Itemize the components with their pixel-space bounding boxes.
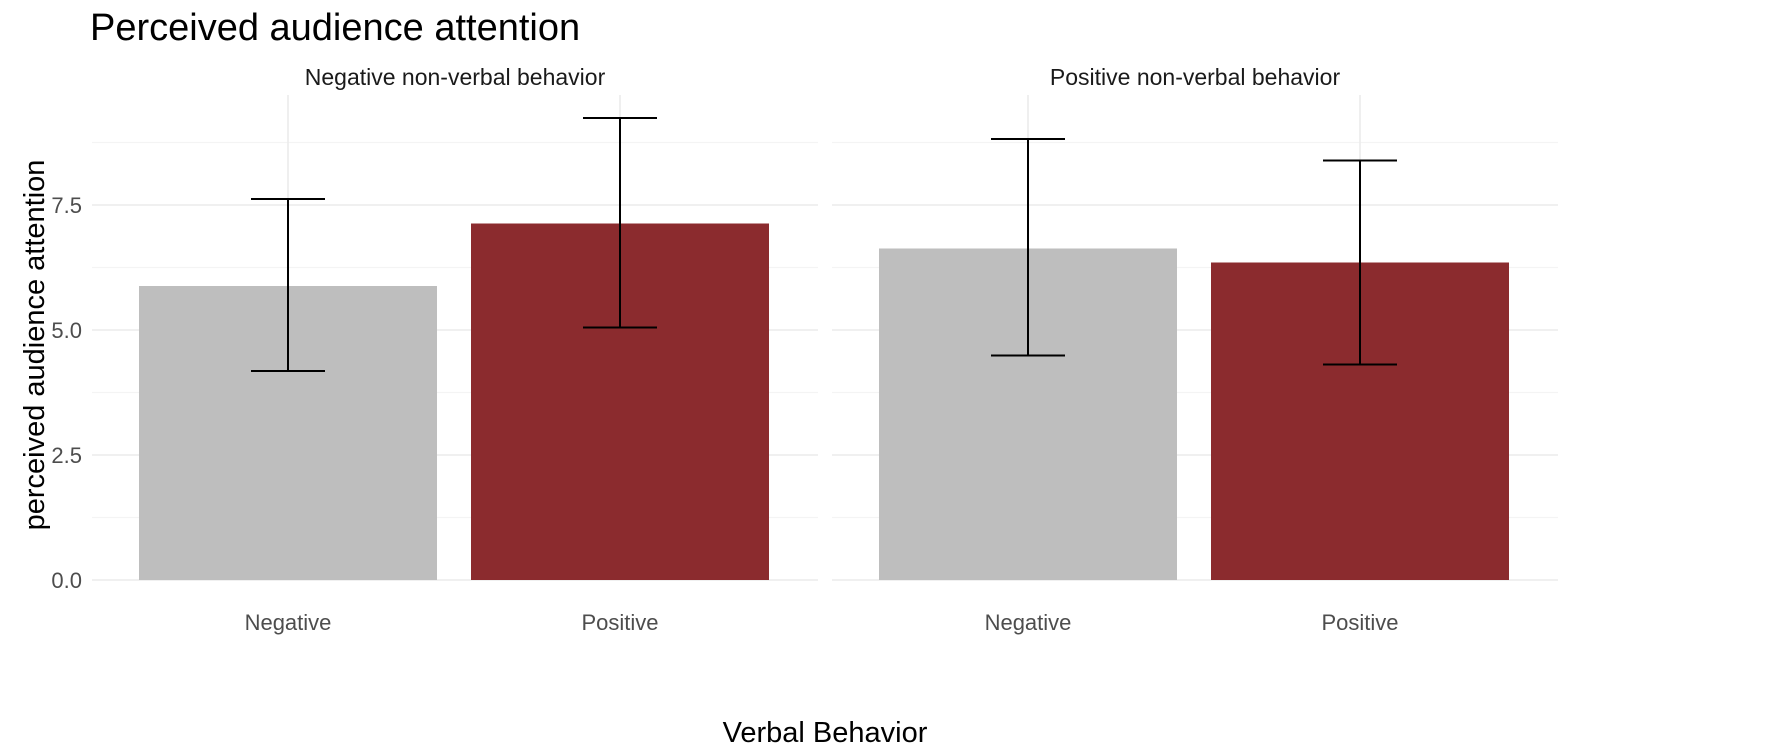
y-axis-ticks: 0.0 2.5 5.0 7.5 [51,193,82,593]
x-tick-label: Positive [581,610,658,635]
error-bar [1323,159,1397,366]
error-bar [583,117,657,329]
x-axis-title: Verbal Behavior [723,717,928,749]
x-tick-label: Positive [1321,610,1398,635]
panel-positive-nonverbal: Positive non-verbal behavior Negative Pos… [832,64,1558,635]
error-bar [991,138,1065,357]
panel-negative-nonverbal: Negative non-verbal behavior Negative Pos… [92,64,818,635]
y-tick-label: 5.0 [51,318,82,343]
panel-1-x-ticks: Negative Positive [985,610,1399,635]
panel-0-bars [139,223,769,580]
panel-1-bars [879,248,1509,580]
x-tick-label: Negative [245,610,332,635]
error-bar [251,198,325,372]
panel-0-error-bars [251,117,657,372]
panel-1-strip-label: Positive non-verbal behavior [1050,64,1341,90]
y-tick-label: 7.5 [51,193,82,218]
panel-1-error-bars [991,138,1397,366]
chart-title: Perceived audience attention [90,7,580,49]
y-tick-label: 2.5 [51,443,82,468]
panel-0-strip-label: Negative non-verbal behavior [305,64,606,90]
panel-0-x-ticks: Negative Positive [245,610,659,635]
y-axis-title: perceived audience attention [19,160,51,531]
x-tick-label: Negative [985,610,1072,635]
y-tick-label: 0.0 [51,568,82,593]
